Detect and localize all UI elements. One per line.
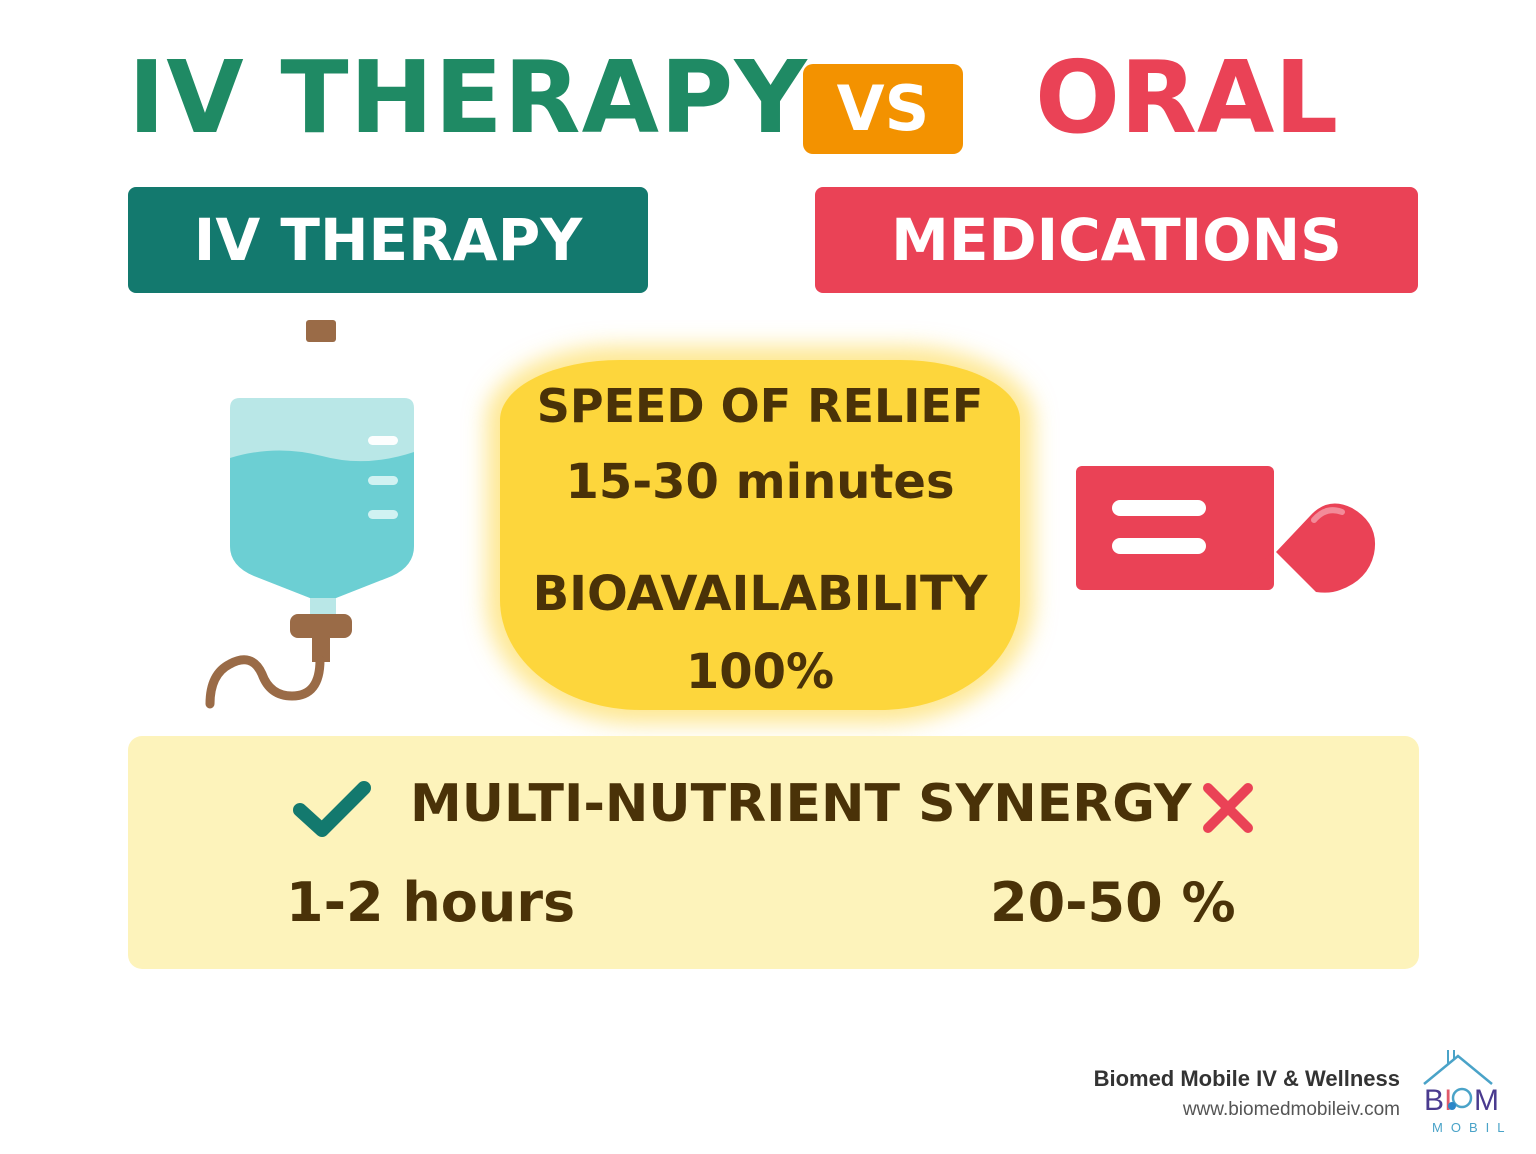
bioavailability-value: 100%: [685, 644, 835, 700]
comparison-panel: [128, 736, 1419, 969]
title-oral: ORAL: [1035, 39, 1339, 156]
svg-text:M: M: [1474, 1084, 1499, 1117]
cross-icon: [1203, 783, 1253, 833]
medications-banner: MEDICATIONS: [815, 187, 1418, 293]
speed-of-relief-value: 15-30 minutes: [565, 454, 955, 510]
vs-badge: VS: [803, 64, 963, 154]
svg-text:B: B: [1424, 1084, 1444, 1117]
company-website[interactable]: www.biomedmobileiv.com: [1182, 1099, 1400, 1120]
svg-text:I: I: [1444, 1084, 1452, 1117]
oral-bioavailability-value: 20-50 %: [990, 871, 1236, 934]
highlight-blob: [500, 360, 1020, 710]
iv-therapy-banner: IV THERAPY: [128, 187, 648, 293]
synergy-label: MULTI-NUTRIENT SYNERGY: [410, 774, 1192, 834]
company-name: Biomed Mobile IV & Wellness: [1093, 1066, 1400, 1091]
iv-bag-icon: [205, 320, 414, 709]
svg-text:MOBIL: MOBIL: [1432, 1120, 1512, 1135]
title-iv-therapy: IV THERAPY: [128, 39, 808, 156]
pill-capsule-icon: [1076, 466, 1376, 593]
check-icon: [293, 781, 371, 837]
oral-speed-value: 1-2 hours: [286, 871, 576, 934]
speed-of-relief-label: SPEED OF RELIEF: [536, 379, 984, 433]
bioavailability-label: BIOAVAILABILITY: [532, 566, 988, 622]
logo-icon: B I M MOBIL: [1423, 1050, 1512, 1135]
